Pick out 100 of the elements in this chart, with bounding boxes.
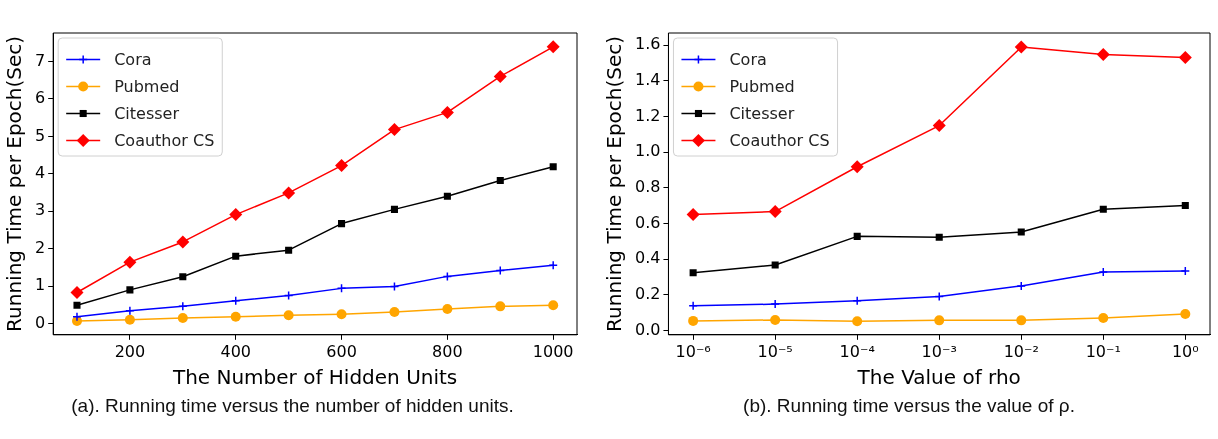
point — [440, 105, 454, 119]
x-tick-label: 600 — [326, 341, 357, 361]
y-tick-label: 1.0 — [634, 141, 661, 161]
point — [387, 123, 401, 137]
legend-label: Pubmed — [729, 76, 795, 96]
point — [1016, 315, 1027, 326]
legend-label: Citesser — [114, 103, 180, 123]
point — [335, 159, 349, 173]
y-tick-label: 0.4 — [634, 248, 661, 268]
point — [770, 315, 781, 325]
point — [176, 235, 190, 249]
y-tick-label: 0.0 — [634, 319, 661, 339]
x-tick-label: 800 — [432, 341, 463, 361]
y-tick-label: 1 — [34, 275, 46, 295]
text: (a). Running time versus the number of hidden units. — [70, 395, 515, 417]
y-tick-label: 6 — [34, 88, 46, 108]
x-axis-title: The Value of rho — [856, 365, 1021, 390]
point — [850, 160, 864, 174]
y-axis-title: Running Time per Epoch(Sec) — [2, 35, 27, 332]
y-tick-label: 0.8 — [634, 176, 661, 196]
point — [1180, 308, 1191, 319]
point — [546, 40, 560, 54]
point — [1098, 267, 1109, 277]
point — [389, 306, 400, 317]
y-tick-label: 2 — [34, 237, 46, 257]
point — [283, 310, 294, 321]
point — [282, 186, 296, 200]
y-tick-label: 0 — [34, 312, 46, 332]
point — [443, 192, 451, 200]
x-tick-label: 10⁻⁵ — [757, 341, 793, 361]
x-axis-title: The Number of Hidden Units — [171, 365, 458, 390]
point — [934, 291, 944, 302]
point — [178, 301, 188, 312]
y-tick-label: 0.6 — [634, 212, 661, 232]
point — [932, 119, 946, 133]
y-tick-label: 5 — [34, 125, 46, 145]
point — [771, 261, 779, 269]
point — [229, 208, 243, 222]
point — [686, 207, 700, 221]
x-tick-label: 10⁻⁴ — [839, 341, 875, 361]
point — [338, 220, 346, 228]
point — [853, 232, 861, 240]
point — [390, 205, 398, 213]
point — [125, 306, 135, 316]
point — [177, 312, 188, 323]
point — [285, 246, 293, 254]
legend-label: Pubmed — [114, 76, 180, 96]
point — [72, 312, 82, 322]
point — [336, 309, 347, 320]
y-tick-label: 1.2 — [634, 105, 661, 125]
point — [495, 301, 506, 312]
point — [126, 286, 134, 294]
legend-label: Citesser — [729, 103, 795, 123]
point — [935, 233, 943, 241]
point — [230, 311, 241, 322]
point — [548, 260, 558, 270]
x-tick-label: 10⁻⁶ — [675, 341, 711, 361]
point — [1017, 228, 1025, 236]
x-tick-label: 400 — [220, 341, 251, 361]
point — [688, 315, 699, 326]
point — [1099, 205, 1107, 213]
point — [549, 163, 557, 171]
y-tick-label: 7 — [34, 50, 46, 70]
y-axis-title: Running Time per Epoch(Sec) — [602, 35, 627, 332]
point — [1014, 40, 1028, 54]
point — [179, 273, 187, 281]
point — [1096, 47, 1110, 61]
x-tick-label: 10⁻² — [1003, 341, 1039, 361]
point — [1016, 281, 1026, 291]
y-tick-label: 4 — [34, 162, 46, 182]
point — [73, 301, 81, 309]
point — [70, 285, 84, 299]
point — [493, 69, 507, 83]
point — [548, 300, 559, 311]
point — [688, 300, 698, 311]
y-tick-label: 0.2 — [634, 284, 661, 303]
x-tick-label: 10⁻³ — [921, 341, 957, 361]
y-tick-label: 1.4 — [634, 69, 661, 89]
x-tick-label: 1000 — [532, 341, 574, 361]
point — [1178, 50, 1192, 64]
point — [934, 315, 945, 326]
x-tick-label: 10⁻¹ — [1085, 341, 1121, 361]
legend-label: Cora — [729, 49, 767, 69]
point — [770, 299, 780, 309]
y-tick-label: 3 — [34, 200, 46, 220]
point — [496, 176, 504, 185]
point — [442, 303, 453, 314]
x-tick-label: 200 — [114, 341, 146, 361]
point — [1180, 266, 1191, 276]
point — [123, 255, 137, 269]
point — [852, 295, 862, 306]
point — [124, 314, 135, 325]
point — [232, 252, 240, 260]
legend-label: Coauthor CS — [729, 130, 830, 150]
point — [1181, 201, 1189, 210]
point — [689, 269, 697, 277]
point — [852, 316, 863, 327]
text: (b). Running time versus the value of ρ. — [742, 395, 1076, 417]
y-tick-label: 1.6 — [634, 34, 661, 54]
legend-label: Cora — [114, 49, 152, 69]
